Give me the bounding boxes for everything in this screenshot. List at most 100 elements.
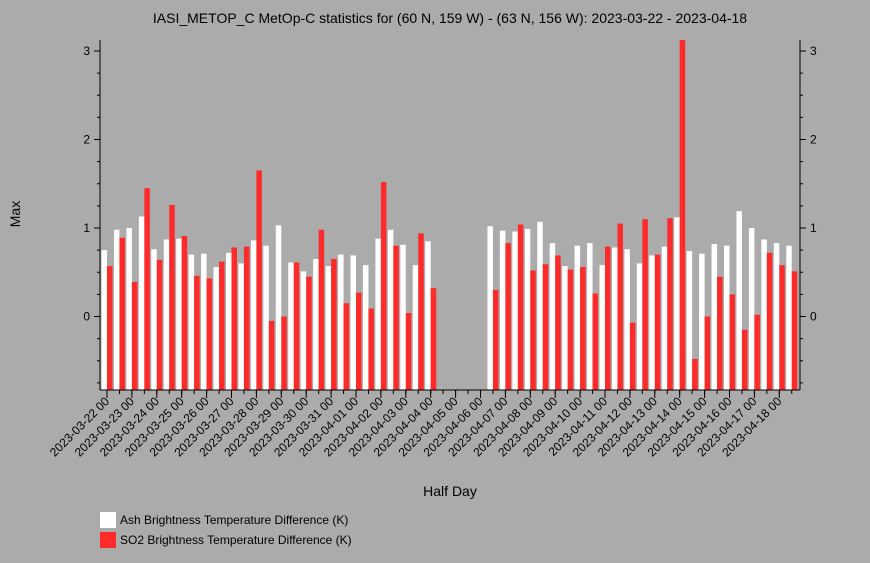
bar-ash-54 — [773, 243, 780, 390]
bar-so2-50 — [729, 294, 735, 391]
bar-so2-2 — [131, 281, 138, 390]
bar-so2-20 — [356, 292, 362, 390]
bar-so2-35 — [542, 264, 549, 390]
bar-so2-39 — [592, 293, 599, 390]
bar-so2-8 — [206, 278, 213, 390]
bar-ash-37 — [562, 266, 568, 390]
bar-so2-6 — [181, 235, 188, 390]
bar-ash-24 — [400, 244, 406, 390]
bar-so2-5 — [169, 204, 175, 390]
bar-so2-31 — [492, 289, 499, 390]
bar-ash-46 — [674, 217, 680, 390]
bar-ash-40 — [599, 265, 605, 390]
bar-ash-41 — [611, 247, 618, 390]
bar-ash-4 — [151, 249, 157, 390]
y-tick-label-right: 2 — [810, 133, 817, 147]
y-tick-label-left: 2 — [83, 133, 90, 147]
bar-ash-12 — [250, 240, 257, 390]
legend: Ash Brightness Temperature Difference (K… — [100, 512, 352, 548]
bar-ash-21 — [362, 265, 369, 390]
bar-ash-20 — [350, 255, 356, 390]
bar-ash-48 — [699, 253, 705, 390]
bar-so2-34 — [530, 270, 536, 390]
bar-so2-24 — [405, 312, 412, 390]
bar-so2-41 — [617, 223, 623, 390]
bar-ash-50 — [724, 245, 730, 390]
bar-so2-48 — [704, 316, 711, 390]
bar-so2-9 — [219, 261, 225, 390]
bar-ash-26 — [425, 241, 431, 390]
bar-ash-45 — [661, 246, 668, 390]
bar-ash-8 — [201, 253, 207, 390]
bar-so2-23 — [393, 245, 399, 390]
bar-ash-11 — [238, 263, 244, 390]
bar-so2-32 — [505, 243, 511, 390]
bar-ash-49 — [711, 243, 718, 390]
bar-ash-52 — [748, 228, 755, 390]
bar-so2-53 — [766, 252, 773, 390]
bar-so2-21 — [368, 308, 374, 390]
bar-so2-26 — [430, 288, 437, 390]
bar-so2-38 — [580, 266, 586, 390]
y-tick-label-left: 3 — [83, 44, 90, 58]
bar-so2-15 — [293, 262, 300, 390]
bar-so2-22 — [380, 181, 387, 390]
bar-so2-37 — [567, 269, 574, 390]
bar-so2-47 — [692, 358, 698, 390]
bar-ash-18 — [325, 266, 332, 390]
bar-ash-47 — [686, 251, 693, 390]
y-tick-label-left: 0 — [83, 310, 90, 324]
y-tick-label-right: 3 — [810, 44, 817, 58]
bar-so2-1 — [119, 237, 125, 390]
bar-so2-42 — [629, 322, 636, 390]
bar-ash-44 — [649, 255, 655, 390]
bar-ash-5 — [163, 239, 170, 390]
bar-ash-6 — [176, 238, 182, 390]
bar-so2-33 — [517, 224, 524, 390]
bar-ash-0 — [101, 250, 107, 391]
y-tick-label-right: 1 — [810, 221, 817, 235]
bar-so2-51 — [741, 329, 748, 390]
bar-so2-55 — [791, 271, 798, 390]
bar-ash-10 — [226, 252, 232, 390]
x-axis-label: Half Day — [423, 483, 477, 499]
bar-ash-53 — [761, 239, 767, 390]
bar-so2-19 — [343, 303, 350, 390]
bar-ash-39 — [587, 243, 593, 390]
legend-swatch-so2 — [100, 532, 116, 548]
bar-so2-3 — [144, 188, 150, 390]
bar-ash-7 — [188, 254, 195, 390]
bar-ash-35 — [537, 221, 543, 390]
bar-so2-16 — [306, 276, 312, 390]
bar-ash-3 — [138, 216, 145, 390]
bar-ash-22 — [375, 238, 381, 390]
bar-ash-15 — [288, 262, 294, 390]
bar-so2-10 — [231, 247, 237, 390]
bar-so2-49 — [717, 276, 723, 390]
bar-ash-32 — [499, 230, 506, 390]
bar-ash-34 — [524, 228, 531, 390]
bar-so2-0 — [107, 266, 113, 390]
bar-ash-2 — [126, 228, 132, 390]
bar-so2-46 — [679, 40, 686, 390]
bar-ash-19 — [338, 254, 344, 390]
chart-title: IASI_METOP_C MetOp-C statistics for (60 … — [153, 10, 747, 26]
bar-so2-7 — [194, 275, 200, 390]
legend-label-ash: Ash Brightness Temperature Difference (K… — [120, 513, 348, 527]
bar-so2-52 — [754, 314, 760, 390]
bar-ash-31 — [487, 226, 493, 390]
bar-so2-4 — [156, 259, 163, 390]
bar-ash-23 — [387, 229, 394, 390]
bar-so2-45 — [667, 218, 673, 390]
bar-ash-13 — [263, 245, 269, 390]
bar-ash-55 — [786, 245, 792, 390]
bar-ash-17 — [313, 258, 319, 390]
bar-so2-12 — [256, 170, 262, 390]
bar-ash-1 — [113, 229, 120, 390]
bar-so2-36 — [555, 255, 561, 390]
bar-so2-40 — [605, 246, 611, 390]
bar-ash-16 — [300, 271, 307, 390]
bar-so2-13 — [268, 320, 275, 390]
